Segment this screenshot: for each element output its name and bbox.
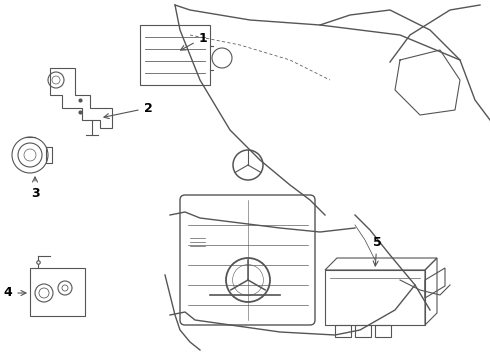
Text: 5: 5 <box>372 235 381 266</box>
Text: 3: 3 <box>31 177 39 199</box>
Text: 4: 4 <box>3 287 26 300</box>
Text: 1: 1 <box>180 32 207 50</box>
Text: 2: 2 <box>104 102 152 118</box>
